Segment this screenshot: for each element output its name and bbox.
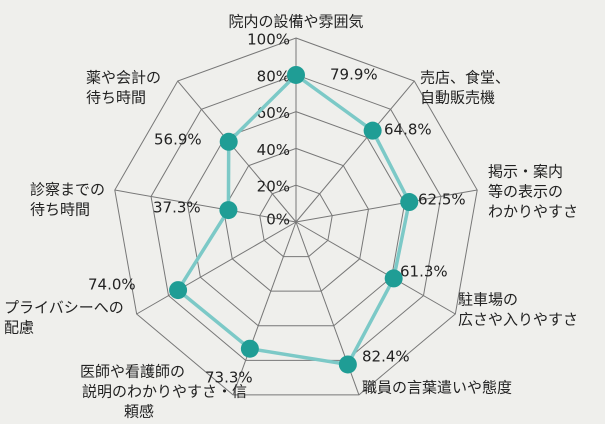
- category-label: 広さや入りやすさ: [458, 311, 578, 329]
- value-label: 73.3%: [205, 369, 253, 387]
- value-label: 37.3%: [153, 199, 201, 217]
- category-label: プライバシーへの: [4, 299, 124, 317]
- value-label: 79.9%: [330, 66, 378, 84]
- spoke: [177, 80, 297, 223]
- data-point: [169, 281, 188, 300]
- category-label: 院内の設備や雰囲気: [228, 13, 363, 31]
- grid-ring: [222, 147, 370, 292]
- data-line: [175, 72, 412, 367]
- r-tick-label: 100%: [247, 31, 290, 49]
- spoke: [295, 80, 415, 223]
- category-label: 掲示・案内: [488, 163, 563, 181]
- category-label: わかりやすさ: [488, 203, 578, 221]
- grid-ring: [150, 74, 442, 361]
- category-label: 売店、食堂、: [420, 69, 510, 87]
- r-tick-label: 40%: [257, 141, 290, 159]
- value-label: 64.8%: [384, 121, 432, 139]
- data-point: [287, 65, 305, 84]
- grid-ring: [186, 111, 406, 327]
- category-label: 駐車場の: [458, 291, 518, 309]
- data-point: [338, 355, 357, 374]
- category-label: 自動販売機: [420, 89, 495, 107]
- spoke: [114, 189, 297, 223]
- value-label: 82.4%: [362, 348, 410, 366]
- category-label: 説明のわかりやすさ・信: [82, 383, 247, 401]
- grid-ring: [114, 37, 478, 396]
- category-label: 薬や会計の: [86, 69, 161, 87]
- data-point: [384, 269, 403, 288]
- category-label: 待ち時間: [30, 201, 90, 219]
- category-label: 医師や看護師の: [80, 363, 185, 381]
- data-point: [363, 121, 382, 140]
- r-tick-label: 0%: [266, 211, 290, 229]
- data-point: [219, 132, 238, 151]
- data-point: [400, 193, 419, 212]
- value-label: 62.5%: [418, 191, 466, 209]
- value-label: 61.3%: [400, 263, 448, 281]
- spoke: [295, 221, 456, 315]
- data-point: [240, 339, 259, 358]
- r-tick-label: 20%: [257, 178, 290, 196]
- spoke: [232, 221, 297, 396]
- grid-ring: [259, 184, 333, 258]
- category-label: 職員の言葉遣いや態度: [362, 379, 512, 397]
- value-label: 56.9%: [154, 131, 202, 149]
- spoke: [136, 221, 297, 315]
- value-label: 74.0%: [88, 276, 136, 294]
- r-tick-label: 60%: [257, 104, 290, 122]
- category-label: 診察までの: [30, 181, 105, 199]
- category-label: 配慮: [4, 319, 34, 337]
- category-label: 等の表示の: [488, 183, 563, 201]
- category-label: 頼感: [124, 403, 154, 421]
- spoke: [295, 189, 478, 223]
- category-label: 待ち時間: [86, 89, 146, 107]
- r-tick-label: 80%: [257, 67, 290, 85]
- data-point: [219, 201, 238, 220]
